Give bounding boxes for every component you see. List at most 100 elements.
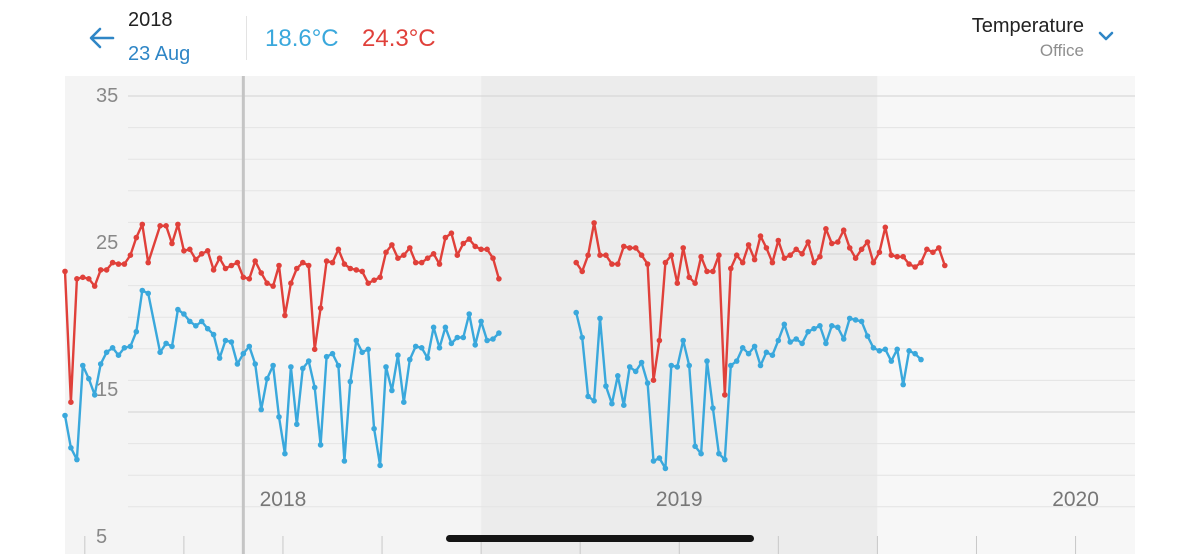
min-data-point [632, 368, 639, 375]
max-data-point [323, 258, 330, 264]
max-data-point [906, 261, 912, 267]
min-data-point [799, 340, 805, 347]
max-data-point [294, 265, 300, 272]
max-data-point [62, 268, 68, 275]
min-data-point [300, 365, 306, 372]
max-data-point [722, 392, 728, 398]
min-data-point [722, 456, 728, 463]
min-data-point [198, 318, 205, 325]
max-data-point [805, 239, 811, 245]
max-data-point [638, 252, 645, 258]
max-data-point [97, 267, 104, 273]
max-data-point [728, 265, 734, 272]
min-data-point [918, 356, 924, 363]
max-data-point [466, 236, 473, 242]
min-data-point [704, 358, 710, 364]
max-data-point [835, 239, 841, 245]
min-data-point [573, 309, 579, 316]
min-data-point [579, 334, 585, 341]
header-bar: 2018 23 Aug 18.6°C 24.3°C Temperature Of… [0, 0, 1200, 76]
min-data-point [638, 359, 645, 366]
min-data-point [781, 321, 788, 328]
max-data-point [371, 277, 377, 284]
min-data-point [793, 336, 799, 342]
max-data-point [882, 224, 889, 231]
max-data-point [739, 259, 746, 266]
min-data-point [341, 458, 348, 464]
min-data-point [317, 442, 324, 448]
min-data-point [484, 337, 490, 344]
max-data-point [157, 223, 163, 229]
max-data-point [210, 267, 217, 273]
max-data-point [127, 252, 134, 258]
min-data-point [80, 362, 86, 369]
min-data-point [258, 406, 265, 413]
min-data-point [74, 456, 80, 463]
max-data-point [418, 259, 425, 266]
max-data-point [282, 312, 288, 319]
min-data-point [246, 343, 253, 350]
min-data-point [496, 330, 502, 336]
max-data-point [175, 221, 181, 228]
min-data-point [662, 465, 669, 472]
min-data-point [412, 343, 419, 350]
min-data-point [852, 317, 859, 323]
min-data-point [858, 318, 865, 325]
max-data-point [817, 253, 823, 260]
max-data-point [91, 283, 98, 289]
max-data-point [252, 258, 258, 264]
min-data-point [597, 315, 603, 322]
min-data-point [757, 362, 764, 369]
min-data-point [668, 362, 675, 369]
min-data-point [615, 373, 621, 379]
min-data-point [716, 450, 722, 457]
max-data-point [121, 261, 128, 267]
max-data-point [436, 261, 443, 267]
min-data-point [193, 323, 199, 329]
min-data-point [478, 318, 484, 325]
min-data-point [175, 306, 181, 313]
metric-title: Temperature [971, 15, 1084, 37]
max-data-point [377, 274, 383, 281]
max-data-point [74, 276, 80, 282]
max-data-point [240, 274, 247, 281]
max-data-point [829, 240, 835, 247]
min-data-point [490, 336, 496, 342]
min-data-point [460, 334, 467, 341]
max-data-point [603, 252, 609, 258]
max-data-point [341, 261, 348, 267]
max-data-point [811, 259, 817, 266]
min-data-point [751, 343, 758, 350]
back-arrow-icon[interactable] [86, 22, 118, 54]
max-data-point [216, 255, 223, 261]
min-data-point [127, 343, 134, 350]
max-data-point [704, 268, 710, 275]
min-data-point [68, 445, 74, 451]
max-data-point [799, 251, 805, 257]
max-data-point [716, 252, 722, 258]
max-data-point [769, 259, 776, 266]
y-tick-label: 5 [96, 526, 107, 548]
metric-selector[interactable]: Temperature Office [972, 15, 1084, 61]
min-data-point [276, 414, 282, 420]
max-data-point [751, 256, 758, 263]
min-data-point [121, 345, 128, 351]
min-data-point [240, 350, 247, 357]
max-data-point [187, 246, 193, 253]
max-data-point [930, 249, 936, 256]
year-label: 2018 [260, 488, 307, 511]
home-indicator[interactable] [446, 535, 754, 542]
max-data-point [787, 252, 793, 258]
min-data-point [900, 381, 906, 388]
max-data-point [460, 240, 467, 247]
min-data-point [371, 425, 377, 432]
max-data-point [424, 255, 431, 261]
min-data-point [133, 328, 140, 335]
max-data-point [109, 259, 116, 266]
min-data-point [305, 358, 312, 364]
max-data-point [288, 280, 294, 287]
min-data-point [656, 455, 663, 461]
chevron-down-icon[interactable] [1096, 28, 1116, 44]
min-temperature-value: 18.6°C [265, 25, 339, 52]
